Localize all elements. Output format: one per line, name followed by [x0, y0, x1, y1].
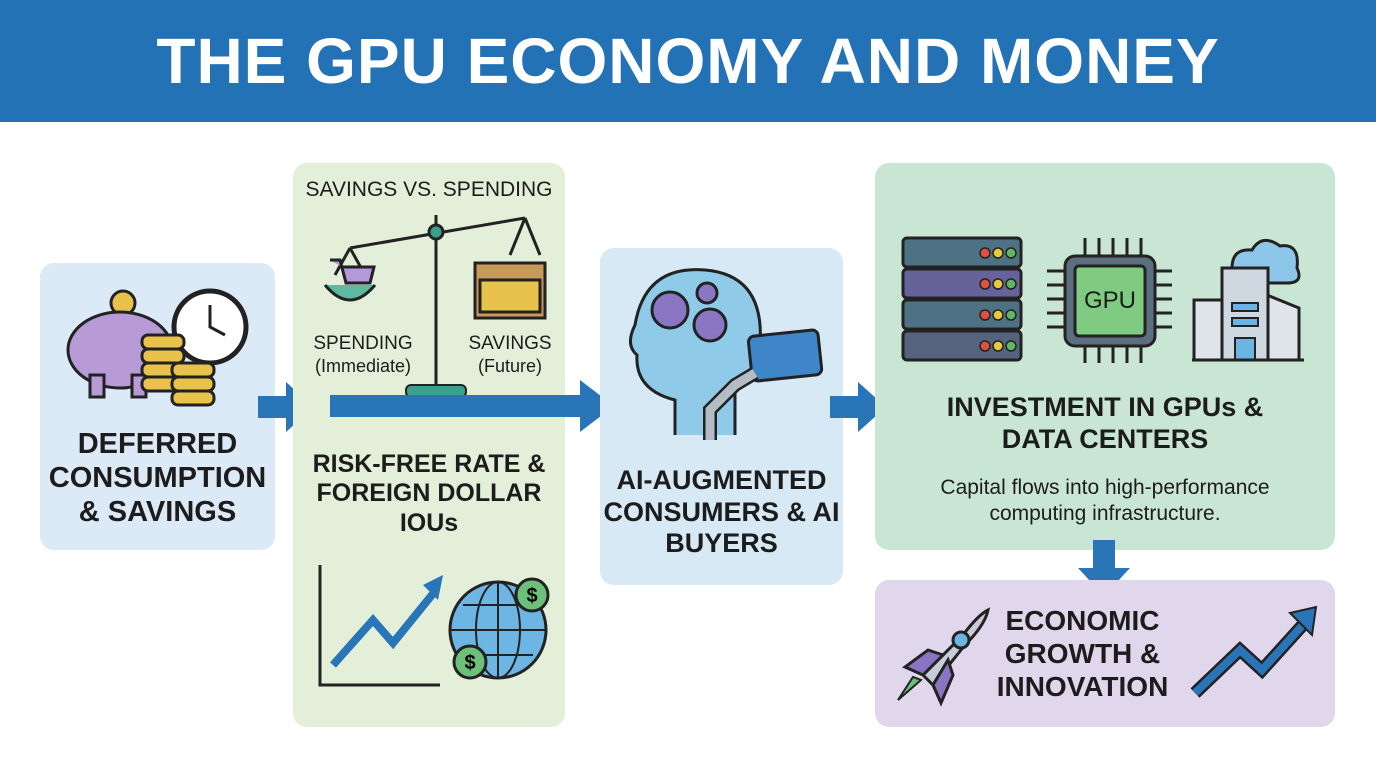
gpu-chip-label: GPU	[1083, 287, 1136, 314]
piggy-bank-coins-clock-icon	[66, 288, 249, 407]
balance-scale-icon	[323, 215, 547, 398]
gpu-chip-icon	[1047, 238, 1172, 363]
trend-up-arrow-icon	[1190, 605, 1318, 698]
growth-chart-globe-dollar-icon: $ $	[318, 565, 550, 687]
svg-text:$: $	[526, 585, 537, 607]
investment-title: INVESTMENT IN GPUs & DATA CENTERS	[946, 392, 1264, 454]
data-center-cloud-building-icon	[1192, 238, 1304, 362]
svg-text:$: $	[464, 652, 475, 674]
header-banner: THE GPU ECONOMY AND MONEY	[0, 0, 1376, 122]
deferred-consumption-label: DEFERRED CONSUMPTION & SAVINGS	[48, 428, 267, 528]
ai-consumers-label: AI-AUGMENTED CONSUMERS & AI BUYERS	[603, 465, 840, 559]
ai-head-gears-credit-card-icon	[629, 268, 824, 440]
savings-vs-spending-heading: SAVINGS VS. SPENDING	[305, 178, 553, 201]
arrow-right-long-icon	[330, 380, 614, 432]
savings-sublabel: (Future)	[477, 356, 542, 376]
savings-label: SAVINGS	[468, 333, 552, 354]
investment-description: Capital flows into high-performance comp…	[940, 476, 1270, 526]
risk-free-rate-label: RISK-FREE RATE & FOREIGN DOLLAR IOUs	[312, 450, 546, 537]
server-rack-icon	[901, 236, 1023, 362]
spending-sublabel: (Immediate)	[314, 356, 412, 376]
page-title: THE GPU ECONOMY AND MONEY	[156, 25, 1220, 97]
economic-growth-label: ECONOMIC GROWTH & INNOVATION	[996, 605, 1169, 702]
rocket-icon	[897, 607, 991, 707]
arrow-right-icon	[830, 382, 886, 432]
spending-label: SPENDING	[313, 333, 413, 354]
